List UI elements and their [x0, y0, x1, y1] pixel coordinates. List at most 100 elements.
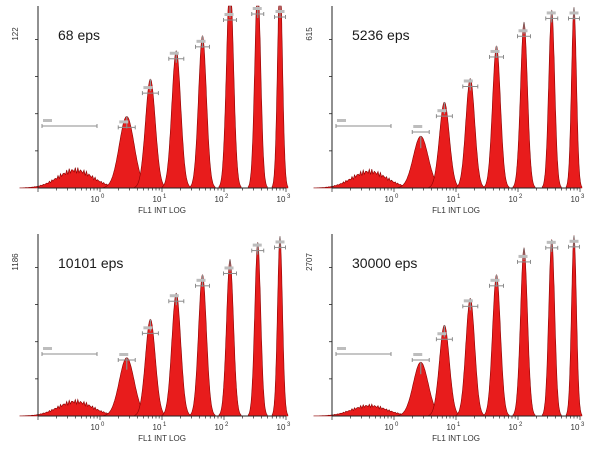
x-tick-label: 10 [385, 195, 394, 204]
x-tick-label-exponent: 1 [163, 422, 167, 428]
panel-title: 30000 eps [352, 255, 417, 271]
x-tick-label: 10 [447, 423, 456, 432]
x-tick-label: 10 [277, 195, 286, 204]
panel-title: 5236 eps [352, 27, 410, 43]
gate-marker-1 [335, 119, 392, 128]
x-tick-label-exponent: 0 [395, 422, 399, 428]
peak-7 [541, 238, 562, 417]
peak-5 [189, 35, 216, 189]
x-tick-label-exponent: 3 [581, 422, 585, 428]
peak-6 [218, 5, 242, 189]
gate-marker-3 [435, 109, 453, 119]
x-tick-label: 10 [277, 423, 286, 432]
gate-marker-4 [168, 51, 185, 61]
peak-4 [455, 297, 485, 417]
panel-title: 68 eps [58, 27, 100, 43]
gate-marker-8 [567, 239, 580, 249]
peak-5 [483, 274, 510, 417]
x-tick-label-exponent: 2 [519, 194, 523, 200]
x-tick-label: 10 [447, 195, 456, 204]
x-tick-label-exponent: 0 [395, 194, 399, 200]
histogram-panel-2: 10 0 10 1 10 2 10 3 FL1 INT LOG 615 5236 eps [294, 0, 588, 228]
y-max-label: 615 [305, 27, 314, 41]
peak-8 [565, 6, 583, 189]
peak-8 [271, 5, 289, 189]
gate-marker-5 [488, 278, 504, 288]
gate-marker-7 [545, 240, 559, 250]
x-tick-label: 10 [509, 195, 518, 204]
x-tick-label-exponent: 0 [101, 422, 105, 428]
peak-8 [565, 234, 583, 417]
x-tick-label: 10 [91, 195, 100, 204]
x-tick-label: 10 [153, 195, 162, 204]
gate-marker-1 [335, 347, 392, 356]
x-tick-label: 10 [571, 195, 580, 204]
x-tick-label-exponent: 3 [581, 194, 585, 200]
histogram-panel-1: 10 0 10 1 10 2 10 3 FL1 INT LOG 122 68 eps [0, 0, 294, 228]
peak-7 [247, 241, 268, 417]
x-axis-label: FL1 INT LOG [432, 206, 480, 215]
x-tick-label-exponent: 3 [287, 194, 291, 200]
x-tick-label-exponent: 1 [457, 422, 461, 428]
x-tick-label: 10 [385, 423, 394, 432]
gate-marker-5 [488, 49, 504, 59]
gate-marker-7 [251, 243, 265, 253]
x-tick-label: 10 [509, 423, 518, 432]
gate-marker-7 [251, 7, 265, 16]
histogram-panel-3: 10 0 10 1 10 2 10 3 FL1 INT LOG 1186 10101 eps [0, 228, 294, 456]
x-tick-label: 10 [153, 423, 162, 432]
peak-4 [455, 78, 485, 189]
gate-marker-6 [517, 29, 532, 39]
x-tick-label-exponent: 1 [457, 194, 461, 200]
gate-marker-1 [41, 119, 98, 128]
gate-marker-8 [567, 11, 580, 21]
peak-6 [512, 247, 536, 417]
gate-marker-2 [117, 353, 136, 362]
gate-marker-8 [273, 10, 286, 19]
peak-5 [189, 274, 216, 417]
x-axis-label: FL1 INT LOG [138, 434, 186, 443]
y-max-label: 2707 [305, 253, 314, 271]
y-max-label: 1186 [11, 253, 20, 271]
peak-4 [161, 292, 191, 417]
x-tick-label-exponent: 1 [163, 194, 167, 200]
gate-marker-2 [117, 120, 136, 130]
gate-marker-6 [517, 254, 532, 264]
peak-5 [483, 45, 510, 189]
gate-marker-7 [545, 11, 559, 21]
gate-marker-3 [141, 326, 159, 336]
peak-4 [161, 50, 191, 189]
x-tick-label-exponent: 3 [287, 422, 291, 428]
peak-6 [512, 21, 536, 189]
gate-marker-4 [168, 294, 185, 304]
gate-marker-3 [435, 332, 453, 342]
gate-marker-6 [223, 266, 238, 276]
y-max-label: 122 [11, 27, 20, 41]
histogram-panel-4: 10 0 10 1 10 2 10 3 FL1 INT LOG 2707 30000 eps [294, 228, 588, 456]
x-axis-label: FL1 INT LOG [432, 434, 480, 443]
x-tick-label: 10 [215, 195, 224, 204]
gate-marker-4 [462, 299, 479, 309]
gate-marker-2 [411, 125, 430, 134]
peak-7 [541, 9, 562, 189]
x-tick-label: 10 [91, 423, 100, 432]
gate-marker-3 [141, 86, 159, 96]
gate-marker-2 [411, 353, 430, 362]
gate-marker-8 [273, 240, 286, 250]
x-tick-label-exponent: 2 [225, 422, 229, 428]
x-tick-label-exponent: 2 [519, 422, 523, 428]
gate-marker-5 [194, 278, 210, 288]
gate-marker-1 [41, 347, 98, 356]
x-tick-label: 10 [215, 423, 224, 432]
gate-marker-5 [194, 39, 210, 49]
gate-marker-6 [223, 13, 238, 22]
x-axis-label: FL1 INT LOG [138, 206, 186, 215]
panel-title: 10101 eps [58, 255, 123, 271]
peak-7 [247, 5, 268, 189]
gate-marker-4 [462, 79, 479, 89]
peak-8 [271, 235, 289, 417]
